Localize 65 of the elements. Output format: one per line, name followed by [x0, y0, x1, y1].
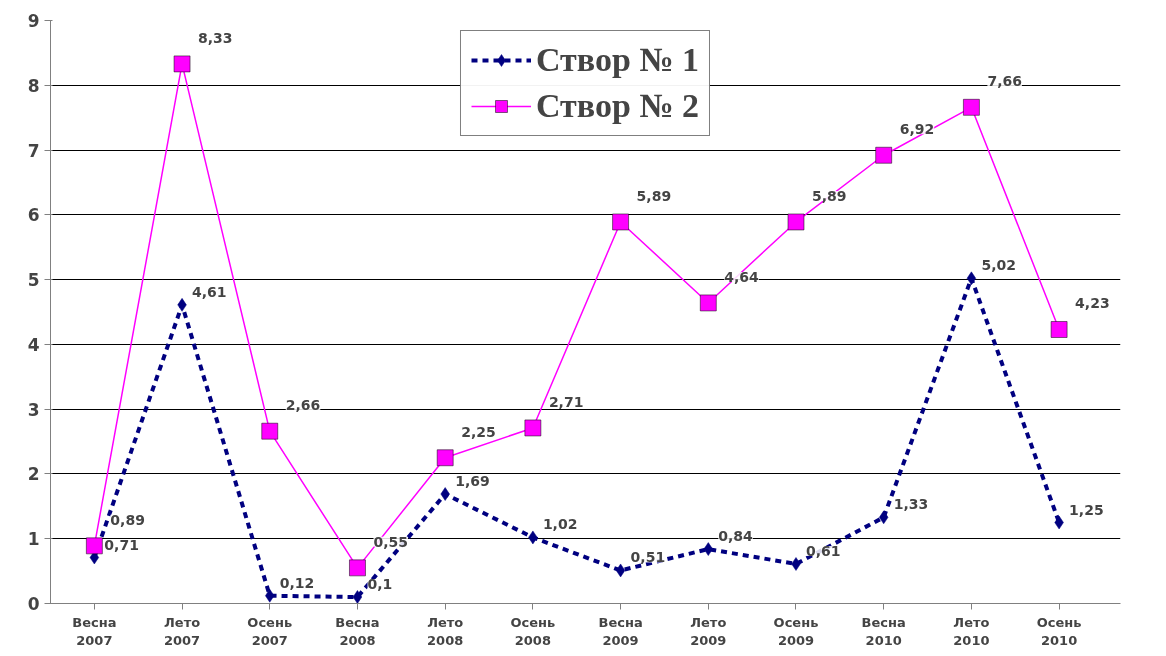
x-tick-label: Осень 2007	[247, 614, 293, 648]
data-label: 5,89	[636, 187, 672, 204]
data-label: 7,66	[987, 73, 1022, 90]
legend-label: Створ № 1	[535, 41, 700, 79]
data-label: 1,25	[1069, 501, 1104, 518]
point	[86, 537, 103, 555]
point	[349, 559, 366, 577]
data-label: 5,02	[981, 257, 1016, 274]
point	[173, 55, 191, 73]
data-label: 4,61	[192, 283, 227, 300]
data-label: 8,33	[198, 29, 233, 46]
x-tick-label: Лето 2009	[690, 614, 727, 648]
data-label: 4,23	[1075, 295, 1110, 312]
x-tick-label: Весна 2009	[598, 614, 643, 648]
point	[440, 487, 450, 501]
x-tick-label: Осень 2009	[773, 614, 819, 648]
data-label: 0,55	[373, 533, 409, 550]
point	[963, 99, 980, 116]
data-label: 2,25	[461, 423, 496, 440]
point	[612, 213, 629, 231]
point	[791, 557, 801, 571]
data-label: 1,02	[542, 516, 578, 533]
data-label: 5,89	[811, 187, 847, 204]
y-tick-label: 8	[27, 75, 40, 96]
data-label: 0,71	[104, 536, 139, 553]
y-tick-label: 0	[27, 594, 40, 614]
y-tick-label: 9	[27, 11, 40, 31]
point	[1050, 321, 1068, 338]
x-tick-label: Весна 2008	[335, 614, 380, 648]
data-label: 6,92	[899, 121, 935, 138]
x-tick-label: Лето 2008	[427, 614, 464, 648]
x-tick-label: Осень 2008	[510, 614, 556, 648]
y-tick-label: 7	[27, 140, 40, 161]
point	[524, 419, 542, 437]
point	[700, 294, 717, 312]
data-label: 2,66	[285, 397, 321, 414]
point	[703, 542, 713, 556]
x-tick-label: Весна 2010	[861, 614, 906, 648]
y-tick-label: 1	[27, 529, 40, 550]
legend-label: Створ № 2	[535, 87, 700, 125]
x-tick-label: Лето 2007	[163, 614, 201, 648]
data-label: 0,1	[367, 576, 393, 593]
x-tick-label: Лето 2010	[953, 614, 990, 648]
data-label: 0,61	[805, 542, 841, 559]
y-tick-label: 4	[27, 334, 40, 355]
y-tick-label: 6	[27, 205, 40, 226]
data-label: 0,12	[279, 574, 315, 591]
y-tick-label: 2	[27, 464, 40, 485]
data-label: 1,69	[455, 473, 490, 490]
y-tick-label: 5	[27, 270, 40, 291]
point	[787, 213, 805, 231]
point	[352, 590, 363, 604]
data-label: 0,89	[110, 511, 145, 528]
data-label: 2,71	[548, 393, 584, 410]
point	[177, 298, 187, 312]
data-label: 1,33	[893, 496, 929, 513]
x-tick-label: Весна 2007	[72, 614, 117, 648]
data-label: 0,51	[630, 549, 666, 566]
x-tick-label: Осень 2010	[1036, 614, 1082, 648]
point	[261, 422, 279, 440]
y-tick-label: 3	[27, 399, 40, 420]
data-label: 4,64	[724, 268, 760, 285]
data-label: 0,84	[718, 528, 754, 545]
point	[436, 449, 454, 466]
point	[875, 146, 892, 164]
